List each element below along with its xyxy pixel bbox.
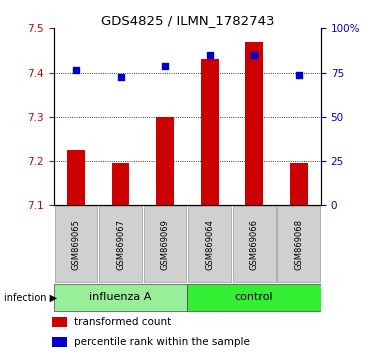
Point [251, 52, 257, 58]
Bar [201, 59, 219, 205]
Text: influenza A: influenza A [89, 292, 152, 302]
FancyBboxPatch shape [144, 206, 187, 282]
Point [296, 72, 302, 78]
Point [118, 74, 124, 80]
FancyBboxPatch shape [99, 206, 142, 282]
Text: GSM869065: GSM869065 [72, 219, 81, 270]
Bar [52, 318, 67, 327]
Text: GSM869064: GSM869064 [205, 219, 214, 270]
Bar [67, 150, 85, 205]
Text: GSM869068: GSM869068 [294, 219, 303, 270]
FancyBboxPatch shape [233, 206, 276, 282]
Text: control: control [235, 292, 273, 302]
FancyBboxPatch shape [277, 206, 320, 282]
FancyBboxPatch shape [55, 206, 98, 282]
Point [73, 68, 79, 73]
Bar [156, 117, 174, 205]
FancyBboxPatch shape [187, 284, 321, 311]
Text: transformed count: transformed count [74, 318, 171, 327]
Title: GDS4825 / ILMN_1782743: GDS4825 / ILMN_1782743 [101, 14, 274, 27]
Bar [112, 163, 129, 205]
Text: infection ▶: infection ▶ [4, 292, 57, 302]
Point [207, 52, 213, 58]
Bar [52, 337, 67, 347]
Point [162, 63, 168, 69]
Bar [290, 163, 308, 205]
FancyBboxPatch shape [188, 206, 231, 282]
FancyBboxPatch shape [54, 284, 187, 311]
Text: percentile rank within the sample: percentile rank within the sample [74, 337, 250, 347]
Text: GSM869066: GSM869066 [250, 219, 259, 270]
Text: GSM869069: GSM869069 [161, 219, 170, 270]
Bar [245, 41, 263, 205]
Text: GSM869067: GSM869067 [116, 219, 125, 270]
